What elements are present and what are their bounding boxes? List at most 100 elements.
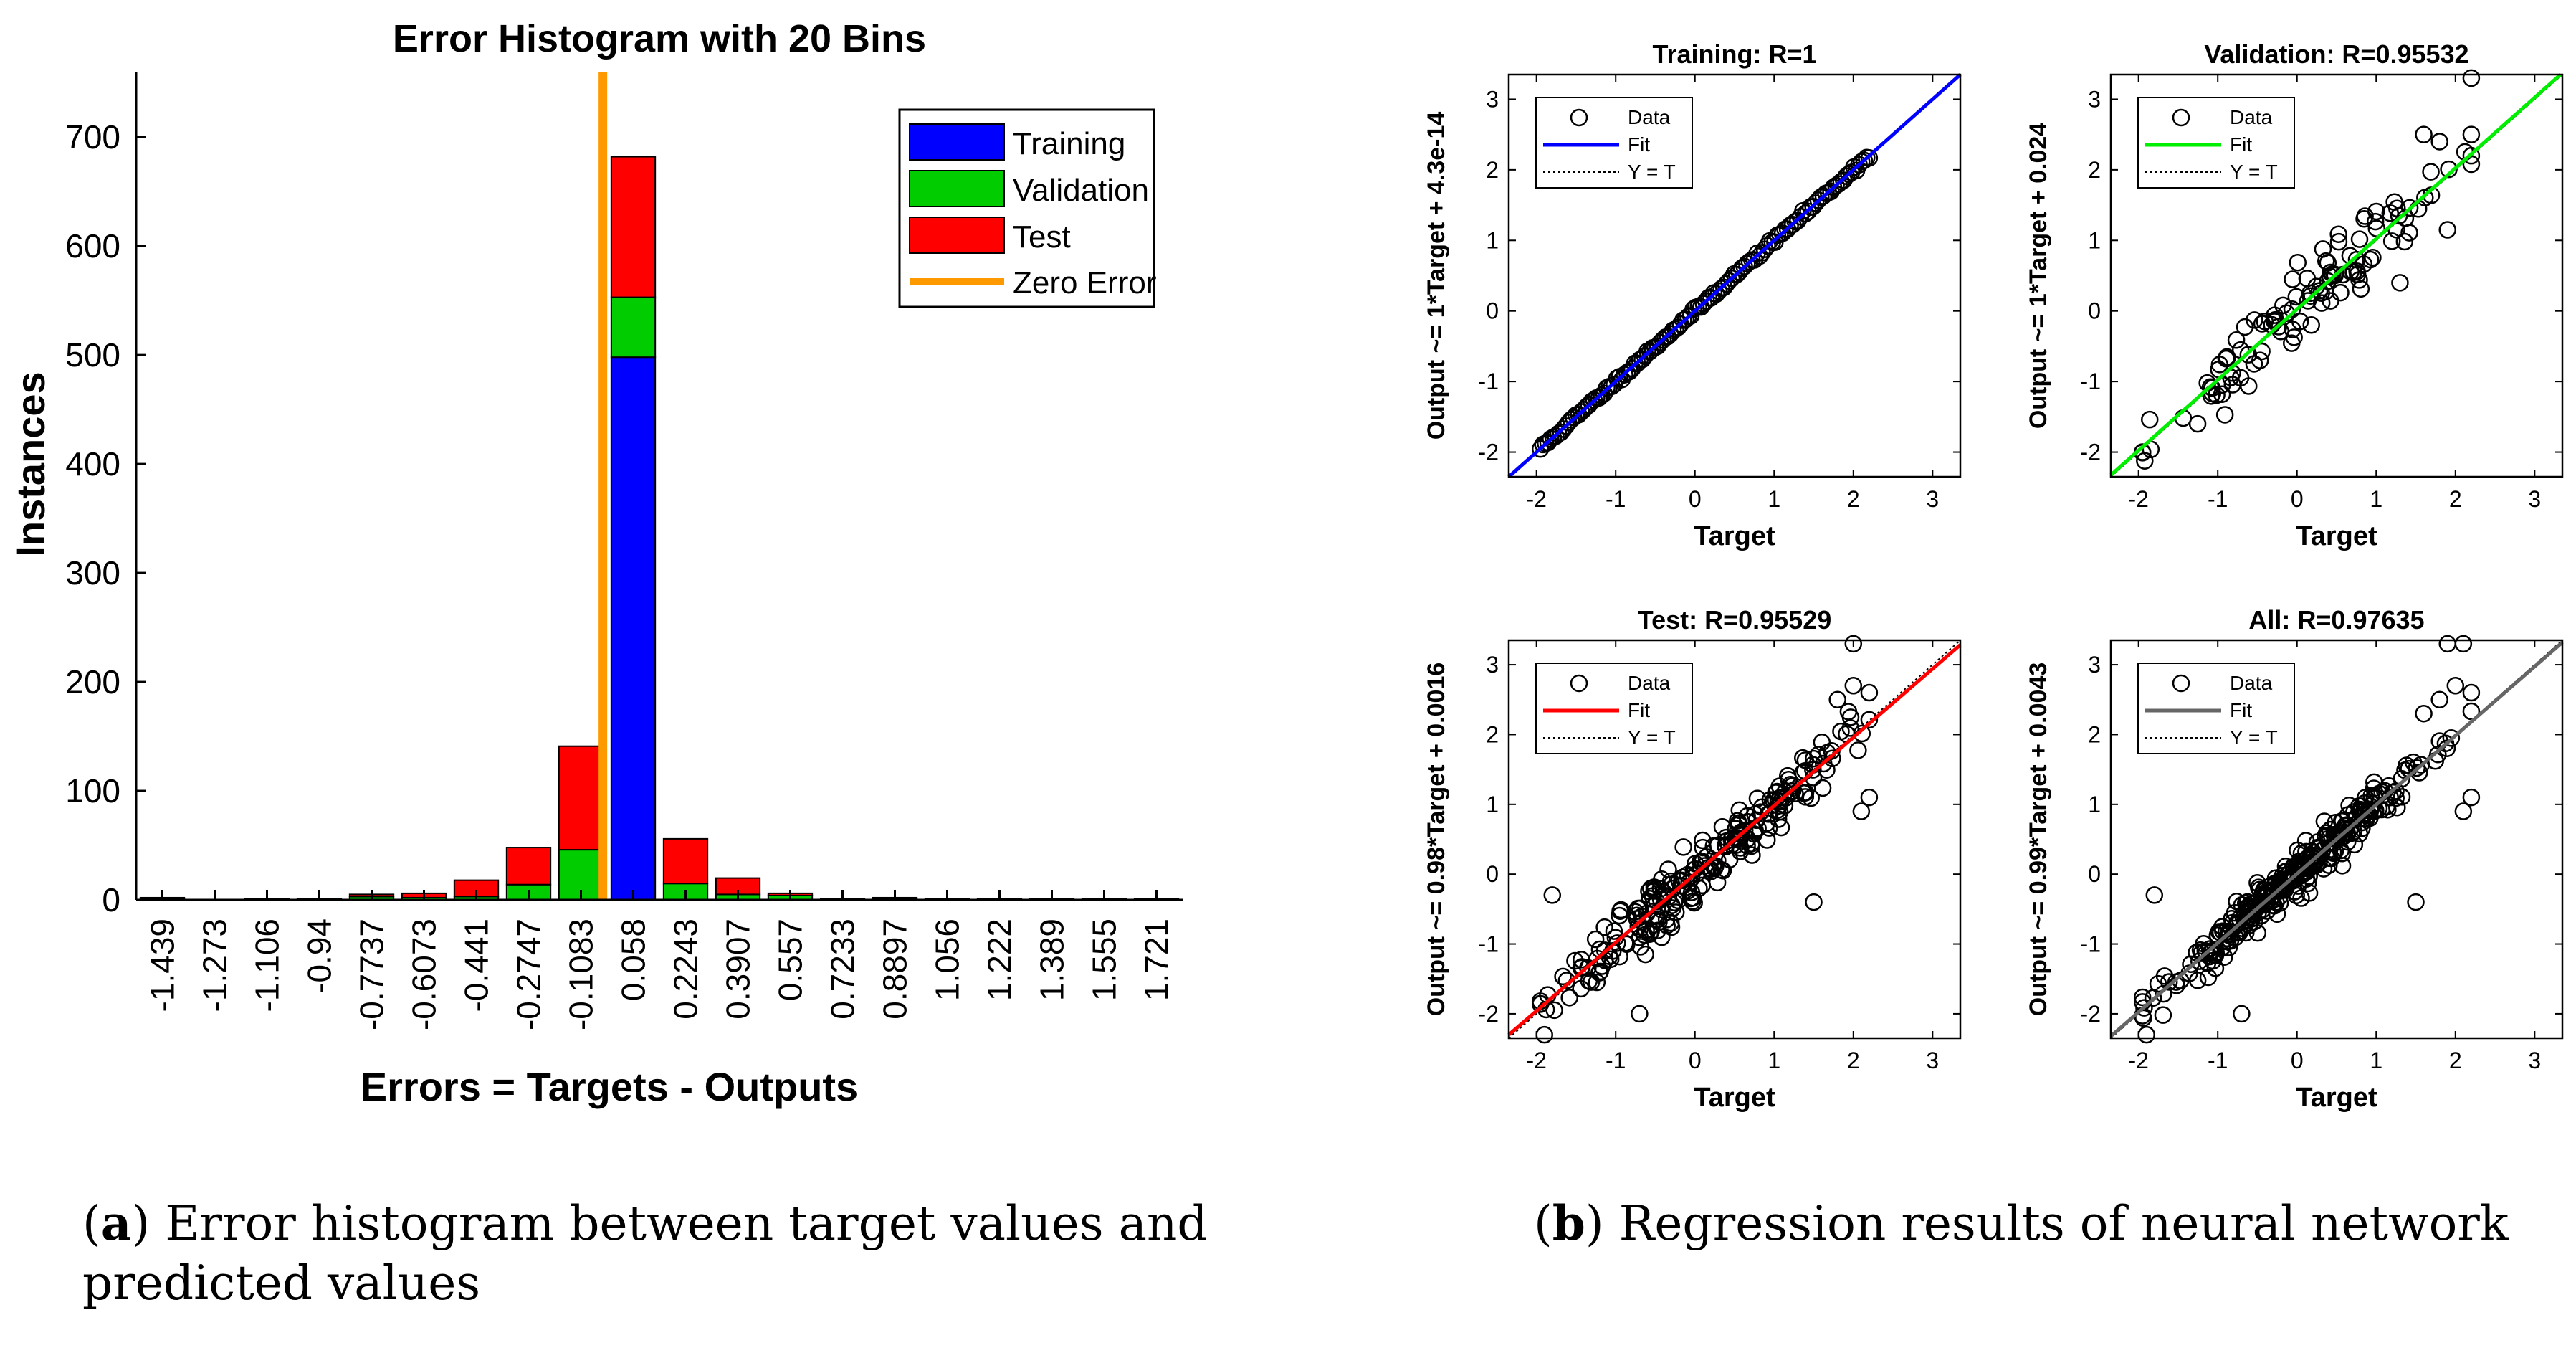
reg2-data-point-13	[2140, 410, 2159, 429]
reg4-legend-identity-label: Y = T	[2230, 726, 2278, 749]
reg3-data-point-67	[1713, 818, 1732, 836]
reg2-data-point-85	[2285, 328, 2303, 346]
reg2-data-point-115	[2430, 133, 2448, 151]
histogram-x-tick-label: -1.273	[196, 918, 234, 1012]
reg3-data-point-19	[1813, 779, 1832, 797]
reg4-x-tick-label: 3	[2528, 1048, 2541, 1073]
legend-label-training: Training	[1013, 126, 1125, 161]
histogram-xlabel: Errors = Targets - Outputs	[361, 1064, 858, 1109]
reg4-data-point-293	[2167, 973, 2185, 991]
reg4-data-point-93	[2133, 988, 2152, 1007]
reg3-data-point-192	[1783, 782, 1802, 801]
reg2-data-point-100	[2266, 306, 2284, 324]
reg2-data-point-96	[2416, 189, 2434, 206]
histogram-bar-test-9	[610, 156, 657, 298]
reg3-x-tick-label: 0	[1689, 1048, 1702, 1073]
reg2-data-point-112	[2462, 125, 2481, 143]
reg2-data-point-82	[2366, 212, 2385, 231]
histogram-y-tick-label: 200	[65, 663, 120, 701]
reg4-data-point-327	[2233, 1005, 2251, 1023]
reg3-data-point-165	[1684, 892, 1702, 911]
reg4-data-point-316	[2276, 878, 2294, 896]
reg3-title: Test: R=0.95529	[1638, 605, 1832, 635]
histogram-y-tick-label: 600	[65, 227, 120, 265]
histogram-ylabel: Instances	[8, 371, 53, 556]
histogram-x-tick-label: 0.557	[772, 918, 809, 1001]
histogram-x-tick-label: 1.555	[1086, 918, 1123, 1001]
reg2-y-tick-label: 1	[2088, 227, 2101, 253]
reg3-xlabel: Target	[1694, 1083, 1775, 1113]
reg3-data-point-83	[1557, 972, 1576, 989]
reg4-data-point-331	[2415, 704, 2433, 723]
reg3-data-point-84	[1636, 945, 1654, 964]
reg4-y-tick-label: 2	[2088, 721, 2101, 747]
reg3-data-point-217	[1588, 973, 1606, 992]
reg2-data-point-39	[2314, 240, 2332, 258]
reg3-data-point-233	[1860, 683, 1879, 702]
reg2-data-point-4	[2227, 331, 2246, 349]
reg4-data-point-271	[2320, 856, 2338, 874]
reg2-data-point-56	[2203, 379, 2221, 397]
reg3-data-point-235	[1805, 893, 1823, 911]
reg1-y-tick-label: -2	[1479, 440, 1499, 465]
caption-b-text: Regression results of neural network	[1618, 1196, 2509, 1251]
reg2-data-point-69	[2332, 283, 2350, 302]
reg3-data-point-100	[1693, 876, 1712, 895]
reg2-legend-data-marker	[2172, 108, 2190, 127]
reg1-legend-data-marker	[1570, 108, 1588, 127]
reg4-x-tick-label: 0	[2291, 1048, 2304, 1073]
reg4-legend-data-label: Data	[2230, 672, 2273, 694]
reg2-data-point-24	[2246, 311, 2263, 329]
reg3-data-point-218	[1649, 910, 1667, 929]
reg3-data-point-239	[1860, 788, 1879, 807]
reg3-data-point-128	[1849, 741, 1867, 759]
reg1-data-point-129	[1860, 148, 1879, 167]
reg4-data-point-322	[2446, 677, 2465, 695]
reg4-data-point-324	[2462, 683, 2481, 702]
reg3-data-point-230	[1844, 635, 1863, 653]
histogram-bar-training-9	[610, 356, 657, 901]
reg2-x-tick-label: 3	[2528, 486, 2541, 512]
reg1-x-tick-label: 0	[1689, 486, 1702, 512]
reg1-legend-fit-label: Fit	[1628, 133, 1650, 156]
reg4-data-point-286	[2255, 896, 2273, 914]
reg1-y-tick-label: 3	[1486, 86, 1499, 112]
reg1-x-tick-label: 2	[1847, 486, 1860, 512]
reg4-y-tick-label: 0	[2088, 861, 2101, 887]
reg3-data-point-118	[1841, 719, 1860, 737]
histogram-y-tick-label: 400	[65, 445, 120, 483]
reg4-y-tick-label: 3	[2088, 652, 2101, 678]
reg1-y-tick-label: 0	[1486, 298, 1499, 324]
reg4-data-point-246	[2154, 1006, 2172, 1024]
reg4-data-point-321	[2454, 635, 2473, 653]
caption-a: (a) Error histogram between target value…	[82, 1195, 1208, 1311]
reg2-x-tick-label: -2	[2128, 486, 2148, 512]
reg2-data-point-81	[2289, 253, 2307, 272]
reg3-data-point-231	[1828, 690, 1846, 709]
reg4-data-point-326	[2407, 893, 2425, 911]
reg4-x-tick-label: -2	[2128, 1048, 2148, 1073]
reg3-data-point-173	[1776, 783, 1794, 801]
reg4-x-tick-label: 2	[2449, 1048, 2462, 1073]
reg3-y-tick-label: -1	[1479, 931, 1499, 957]
reg4-y-tick-label: -1	[2081, 931, 2101, 957]
reg3-y-tick-label: -2	[1479, 1001, 1499, 1027]
legend-swatch-validation	[909, 170, 1005, 207]
reg4-data-point-141	[2190, 952, 2208, 970]
reg2-y-tick-label: -2	[2081, 440, 2101, 465]
reg3-data-point-133	[1802, 789, 1820, 807]
reg3-x-tick-label: 3	[1926, 1048, 1939, 1073]
histogram-x-tick-label: -0.6073	[406, 918, 443, 1030]
reg3-data-point-229	[1832, 722, 1850, 741]
reg4-data-point-277	[2193, 944, 2211, 962]
histogram-x-tick-label: 0.7233	[824, 918, 862, 1020]
reg4-data-point-312	[2238, 912, 2256, 930]
histogram-y-tick-label: 300	[65, 554, 120, 592]
reg2-data-point-99	[2352, 280, 2370, 298]
reg3-data-point-221	[1732, 839, 1750, 857]
reg2-data-point-110	[2462, 69, 2481, 87]
caption-b-label: b	[1552, 1195, 1585, 1251]
reg2-data-point-113	[2462, 146, 2481, 165]
histogram-x-tick-label: -1.439	[144, 918, 181, 1012]
